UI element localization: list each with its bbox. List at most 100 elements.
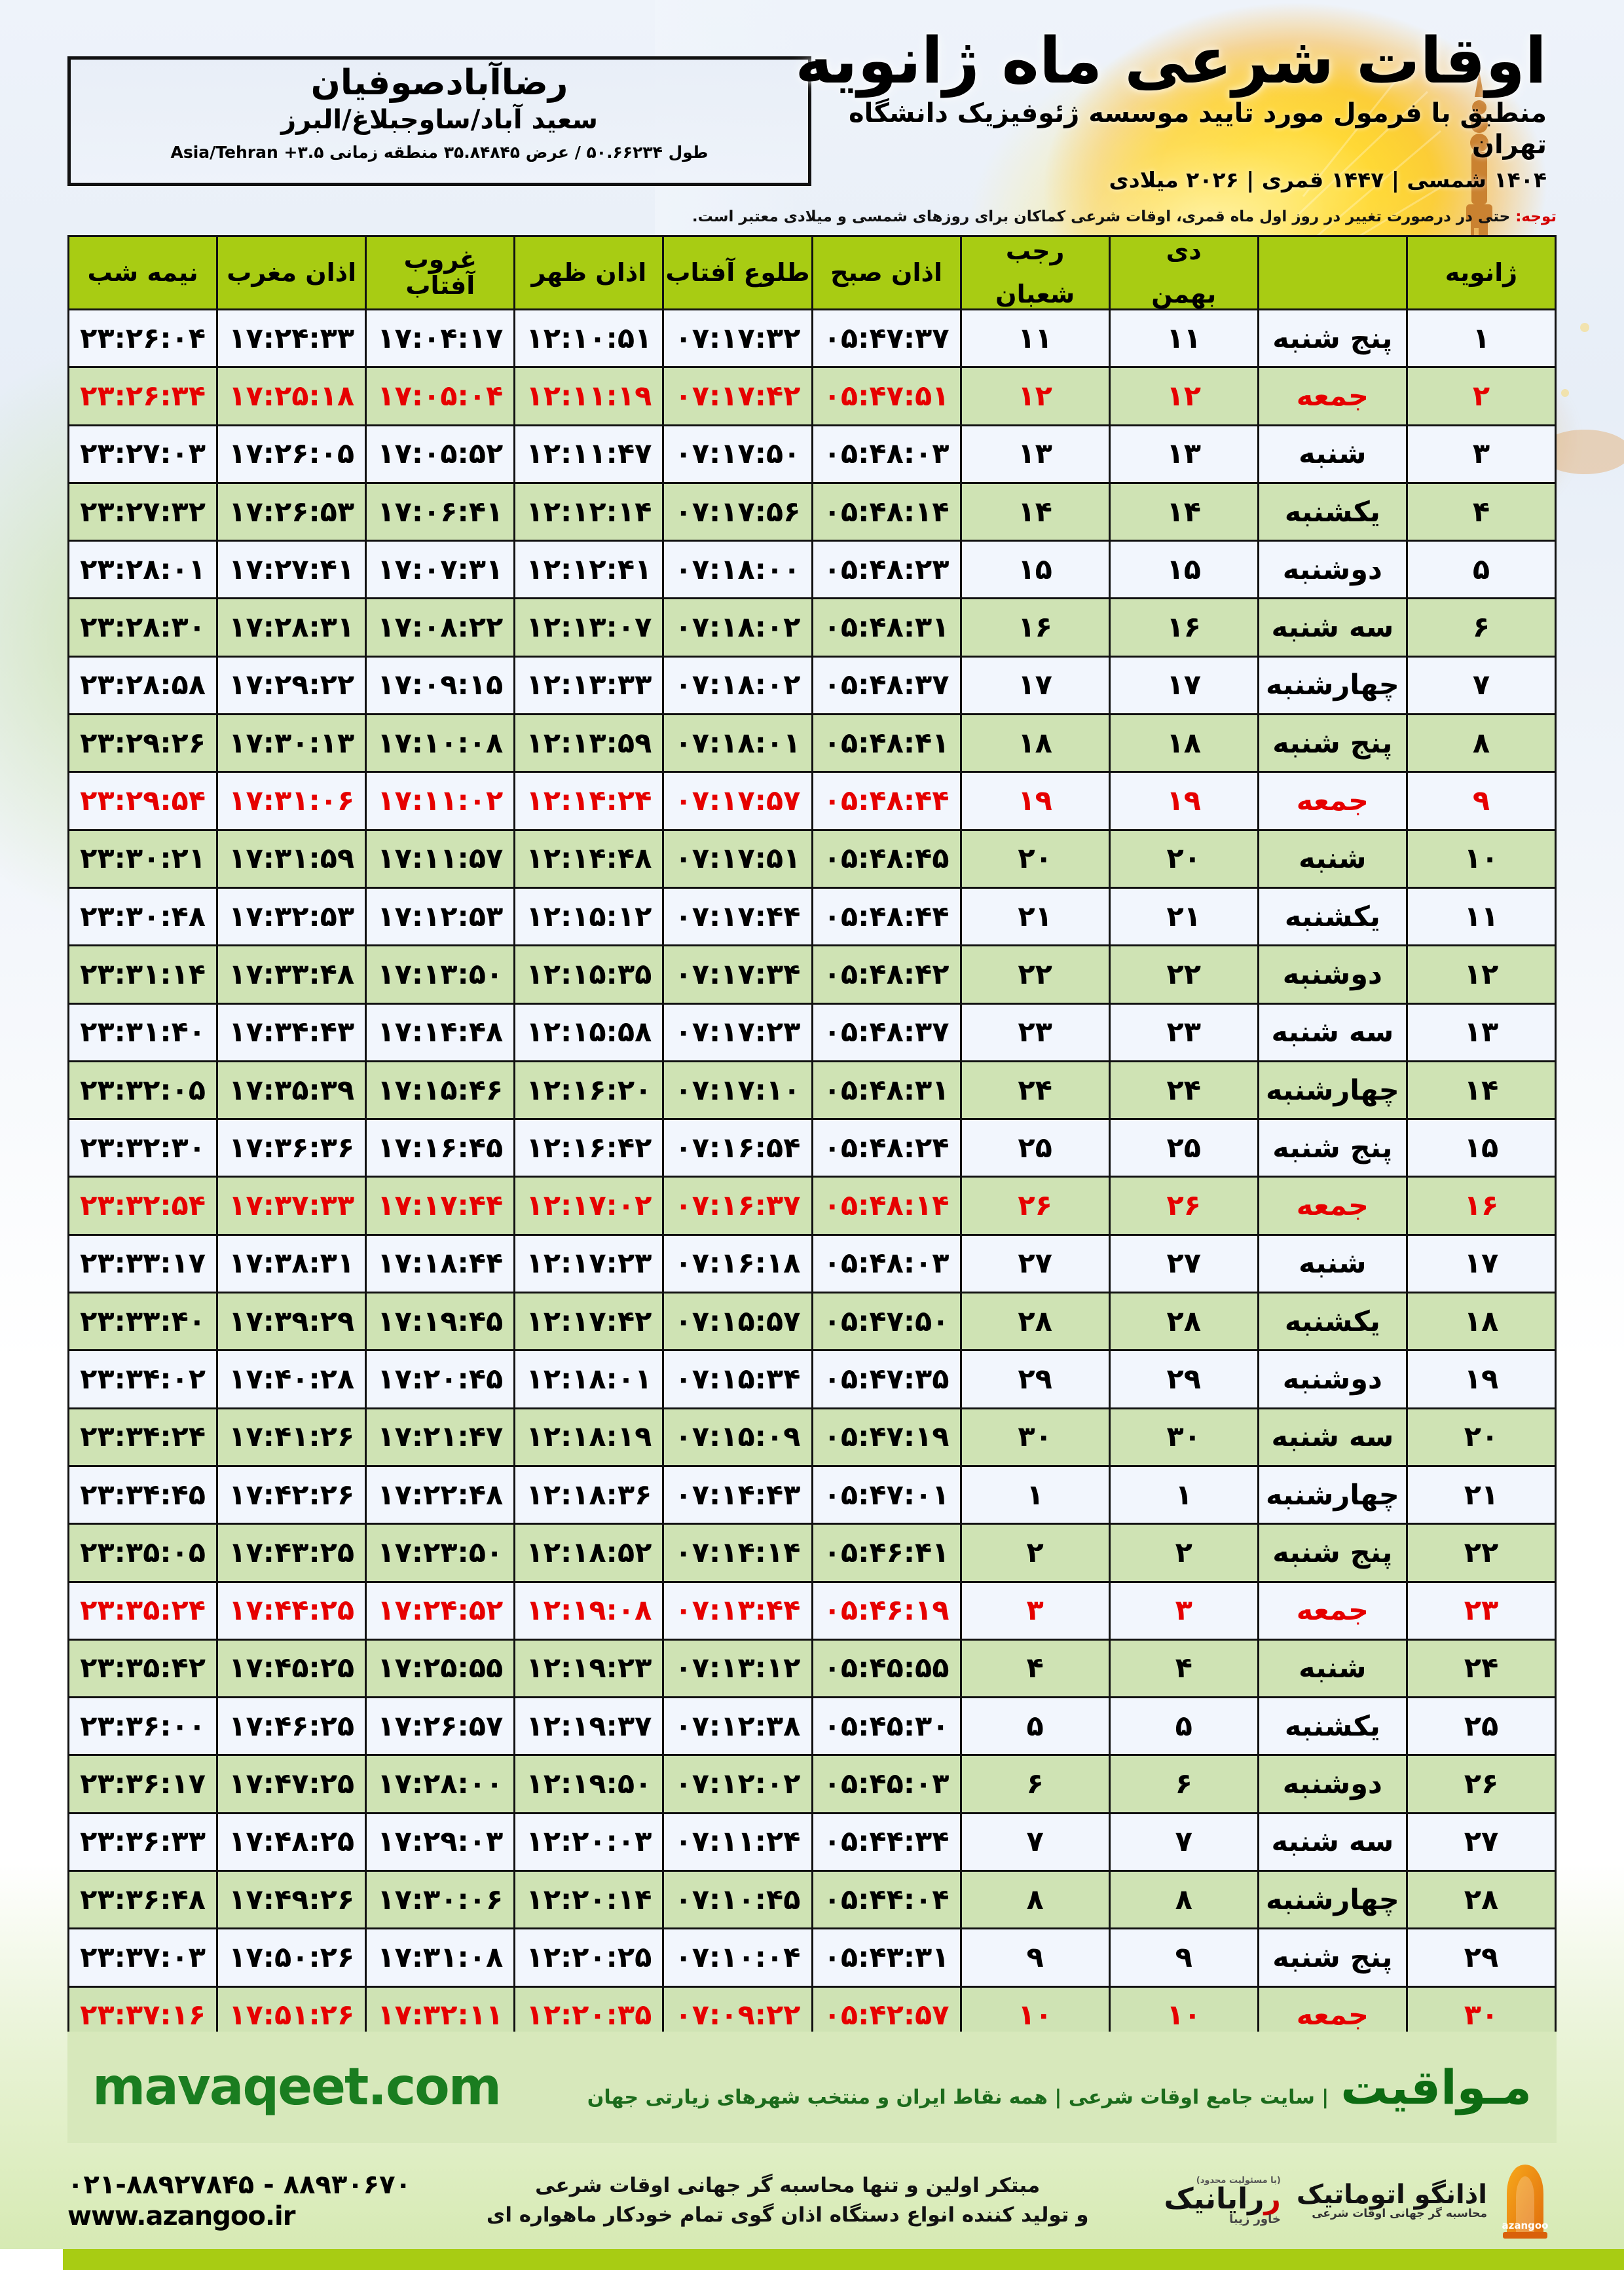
cell-sunset-time: ۱۷:۰۵:۵۲ bbox=[365, 424, 516, 484]
cell-hijri-day: ۱۲ bbox=[959, 366, 1111, 426]
cell-jalali-day: ۳۰ bbox=[1108, 1407, 1259, 1467]
cell-dhuhr-time: ۱۲:۱۷:۲۳ bbox=[513, 1233, 665, 1294]
cell-weekday: جمعه bbox=[1257, 366, 1408, 426]
cell-gregorian-day: ۱۵ bbox=[1405, 1118, 1557, 1178]
cell-sunset-time: ۱۷:۲۲:۴۸ bbox=[365, 1464, 516, 1525]
cell-fajr-time: ۰۵:۴۷:۵۰ bbox=[811, 1292, 962, 1352]
cell-sunrise-time: ۰۷:۱۰:۰۴ bbox=[662, 1927, 813, 1988]
cell-midnight-time: ۲۳:۲۹:۵۴ bbox=[67, 771, 219, 831]
cell-sunrise-time: ۰۷:۱۷:۵۱ bbox=[662, 828, 813, 889]
cell-fajr-time: ۰۵:۴۸:۱۴ bbox=[811, 1176, 962, 1236]
cell-fajr-time: ۰۵:۴۸:۳۷ bbox=[811, 1002, 962, 1062]
cell-hijri-day: ۱۵ bbox=[959, 540, 1111, 600]
table-row: ۱۷ شنبه ۲۷ ۲۷ ۰۵:۴۸:۰۳ ۰۷:۱۶:۱۸ ۱۲:۱۷:۲۳ ۱۷:۱۸:… bbox=[67, 1233, 1557, 1294]
cell-jalali-day: ۲۲ bbox=[1108, 944, 1259, 1005]
cell-hijri-day: ۲۹ bbox=[959, 1349, 1111, 1409]
cell-gregorian-day: ۲۸ bbox=[1405, 1870, 1557, 1930]
footer-website[interactable]: www.azangoo.ir bbox=[67, 2201, 295, 2231]
cell-sunrise-time: ۰۷:۱۱:۲۴ bbox=[662, 1812, 813, 1872]
cell-maghrib-time: ۱۷:۲۵:۱۸ bbox=[216, 366, 367, 426]
table-row: ۲۳ جمعه ۳ ۳ ۰۵:۴۶:۱۹ ۰۷:۱۳:۴۴ ۱۲:۱۹:۰۸ ۱۷:۲۴:۵۲… bbox=[67, 1580, 1557, 1641]
cell-sunset-time: ۱۷:۱۱:۰۲ bbox=[365, 771, 516, 831]
cell-hijri-day: ۷ bbox=[959, 1812, 1111, 1872]
prayer-times-table-wrapper: ژانویه دی بهمن رجب شعبان اذان صبح طلوع آ… bbox=[67, 235, 1557, 2104]
cell-fajr-time: ۰۵:۴۸:۲۳ bbox=[811, 540, 962, 600]
table-row: ۱ پنج شنبه ۱۱ ۱۱ ۰۵:۴۷:۳۷ ۰۷:۱۷:۳۲ ۱۲:۱۰:۵۱ ۱۷:… bbox=[67, 308, 1557, 369]
cell-maghrib-time: ۱۷:۳۵:۳۹ bbox=[216, 1060, 367, 1121]
cell-hijri-day: ۲۲ bbox=[959, 944, 1111, 1005]
cell-sunrise-time: ۰۷:۱۰:۴۵ bbox=[662, 1870, 813, 1930]
cell-gregorian-day: ۳ bbox=[1405, 424, 1557, 484]
table-row: ۲ جمعه ۱۲ ۱۲ ۰۵:۴۷:۵۱ ۰۷:۱۷:۴۲ ۱۲:۱۱:۱۹ ۱۷:۰۵:۰… bbox=[67, 366, 1557, 426]
cell-hijri-day: ۱۹ bbox=[959, 771, 1111, 831]
cell-jalali-day: ۲۷ bbox=[1108, 1233, 1259, 1294]
cell-fajr-time: ۰۵:۴۷:۱۹ bbox=[811, 1407, 962, 1467]
cell-dhuhr-time: ۱۲:۱۵:۳۵ bbox=[513, 944, 665, 1005]
mavaqeet-domain-link[interactable]: mavaqeet.com bbox=[92, 2058, 502, 2117]
cell-gregorian-day: ۱۱ bbox=[1405, 886, 1557, 947]
cell-sunset-time: ۱۷:۱۷:۴۴ bbox=[365, 1176, 516, 1236]
cell-sunset-time: ۱۷:۰۵:۰۴ bbox=[365, 366, 516, 426]
cell-sunrise-time: ۰۷:۱۸:۰۱ bbox=[662, 713, 813, 773]
cell-maghrib-time: ۱۷:۳۲:۵۳ bbox=[216, 886, 367, 947]
cell-sunset-time: ۱۷:۰۹:۱۵ bbox=[365, 655, 516, 716]
cell-hijri-day: ۱۸ bbox=[959, 713, 1111, 773]
note-text: حتی در درصورت تغییر در روز اول ماه قمری،… bbox=[692, 208, 1511, 225]
cell-maghrib-time: ۱۷:۳۱:۰۶ bbox=[216, 771, 367, 831]
cell-dhuhr-time: ۱۲:۱۷:۰۲ bbox=[513, 1176, 665, 1236]
cell-jalali-day: ۱۸ bbox=[1108, 713, 1259, 773]
cell-jalali-day: ۴ bbox=[1108, 1638, 1259, 1699]
cell-midnight-time: ۲۳:۳۱:۴۰ bbox=[67, 1002, 219, 1062]
cell-dhuhr-time: ۱۲:۱۵:۵۸ bbox=[513, 1002, 665, 1062]
cell-weekday: سه شنبه bbox=[1257, 1812, 1408, 1872]
cell-maghrib-time: ۱۷:۳۸:۳۱ bbox=[216, 1233, 367, 1294]
page-title-block: اوقات شرعی ماه ژانویه منطبق با فرمول مور… bbox=[774, 24, 1548, 193]
cell-midnight-time: ۲۳:۳۵:۴۲ bbox=[67, 1638, 219, 1699]
cell-maghrib-time: ۱۷:۴۹:۲۶ bbox=[216, 1870, 367, 1930]
cell-maghrib-time: ۱۷:۲۹:۲۲ bbox=[216, 655, 367, 716]
cell-hijri-day: ۲۵ bbox=[959, 1118, 1111, 1178]
footer-phone: ۰۲۱-۸۸۹۲۷۸۴۵ - ۸۸۹۳۰۶۷۰ bbox=[67, 2170, 412, 2200]
mavaqeet-brand-group: مـواقیت | سایت جامع اوقات شرعی | همه نقا… bbox=[587, 2060, 1532, 2115]
cell-maghrib-time: ۱۷:۲۸:۳۱ bbox=[216, 597, 367, 658]
cell-gregorian-day: ۱۶ bbox=[1405, 1176, 1557, 1236]
rayaneh-legal-note: (با مسئولیت محدود) bbox=[1196, 2175, 1281, 2186]
cell-sunset-time: ۱۷:۲۳:۵۰ bbox=[365, 1523, 516, 1583]
cell-sunset-time: ۱۷:۱۴:۴۸ bbox=[365, 1002, 516, 1062]
cell-weekday: پنج شنبه bbox=[1257, 1523, 1408, 1583]
cell-gregorian-day: ۲۷ bbox=[1405, 1812, 1557, 1872]
cell-fajr-time: ۰۵:۴۸:۳۱ bbox=[811, 1060, 962, 1121]
cell-fajr-time: ۰۵:۴۸:۳۷ bbox=[811, 655, 962, 716]
cell-hijri-day: ۲۱ bbox=[959, 886, 1111, 947]
bottom-bar-notch bbox=[0, 2249, 63, 2270]
cell-dhuhr-time: ۱۲:۱۴:۴۸ bbox=[513, 828, 665, 889]
cell-sunrise-time: ۰۷:۱۷:۳۲ bbox=[662, 308, 813, 369]
cell-maghrib-time: ۱۷:۴۲:۲۶ bbox=[216, 1464, 367, 1525]
cell-jalali-day: ۹ bbox=[1108, 1927, 1259, 1988]
location-city-name: رضاآبادصوفیان bbox=[310, 63, 569, 103]
cell-midnight-time: ۲۳:۳۴:۲۴ bbox=[67, 1407, 219, 1467]
cell-hijri-day: ۱۶ bbox=[959, 597, 1111, 658]
table-row: ۴ یکشنبه ۱۴ ۱۴ ۰۵:۴۸:۱۴ ۰۷:۱۷:۵۶ ۱۲:۱۲:۱۴ ۱۷:۰۶… bbox=[67, 481, 1557, 542]
location-coordinates: طول ۵۰.۶۶۲۳۴ / عرض ۳۵.۸۴۸۴۵ منطقه زمانی … bbox=[170, 142, 709, 162]
cell-dhuhr-time: ۱۲:۲۰:۱۴ bbox=[513, 1870, 665, 1930]
column-header-sunrise: طلوع آفتاب bbox=[662, 235, 813, 310]
table-header-row: ژانویه دی بهمن رجب شعبان اذان صبح طلوع آ… bbox=[67, 235, 1557, 310]
cell-jalali-day: ۱۴ bbox=[1108, 481, 1259, 542]
page-footer: azangoo اذانگو اتوماتیک محاسبه گر جهانی … bbox=[67, 2155, 1557, 2246]
cell-maghrib-time: ۱۷:۳۶:۳۶ bbox=[216, 1118, 367, 1178]
page-title: اوقات شرعی ماه ژانویه bbox=[795, 24, 1548, 98]
cell-maghrib-time: ۱۷:۳۱:۵۹ bbox=[216, 828, 367, 889]
cell-weekday: چهارشنبه bbox=[1257, 1870, 1408, 1930]
cell-jalali-day: ۲۴ bbox=[1108, 1060, 1259, 1121]
cell-midnight-time: ۲۳:۳۶:۳۳ bbox=[67, 1812, 219, 1872]
cell-gregorian-day: ۱۷ bbox=[1405, 1233, 1557, 1294]
cell-jalali-day: ۱۶ bbox=[1108, 597, 1259, 658]
cell-maghrib-time: ۱۷:۲۶:۰۵ bbox=[216, 424, 367, 484]
cell-maghrib-time: ۱۷:۳۴:۴۳ bbox=[216, 1002, 367, 1062]
calendar-years: ۱۴۰۴ شمسی | ۱۴۴۷ قمری | ۲۰۲۶ میلادی bbox=[1109, 166, 1547, 193]
cell-midnight-time: ۲۳:۳۲:۳۰ bbox=[67, 1118, 219, 1178]
cell-sunrise-time: ۰۷:۱۲:۰۲ bbox=[662, 1754, 813, 1814]
cell-midnight-time: ۲۳:۳۶:۰۰ bbox=[67, 1696, 219, 1757]
